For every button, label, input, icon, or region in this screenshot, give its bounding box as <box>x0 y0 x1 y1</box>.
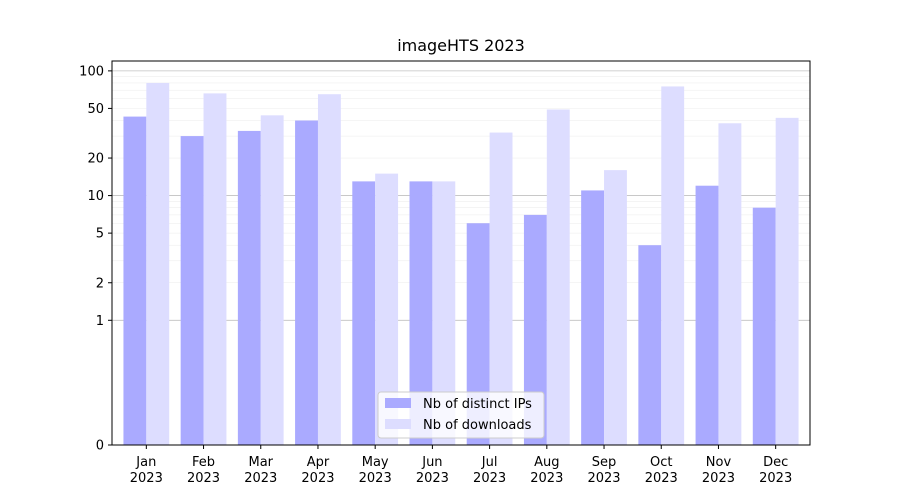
y-tick-label: 1 <box>96 314 104 329</box>
x-tick-label: Nov 2023 <box>702 455 735 486</box>
x-tick-label: Oct 2023 <box>645 455 678 486</box>
x-tick-label: Jul 2023 <box>473 455 506 486</box>
x-tick-label: Jan 2023 <box>130 455 163 486</box>
y-tick-label: 20 <box>87 152 104 167</box>
bar <box>466 223 490 445</box>
x-tick-label: Apr 2023 <box>301 455 334 486</box>
x-tick-label: Dec 2023 <box>759 455 792 486</box>
x-tick-label: Jun 2023 <box>416 455 449 486</box>
bar <box>432 181 456 445</box>
x-tick-label: Sep 2023 <box>587 455 620 486</box>
bar <box>661 86 685 445</box>
bar <box>295 120 318 445</box>
bar <box>546 109 570 445</box>
legend-label-downloads: Nb of downloads <box>423 418 532 433</box>
x-axis: Jan 2023 Feb 2023 Mar 2023 Apr 2023 May 2023 Jun 20… <box>130 445 792 486</box>
bar <box>237 130 261 445</box>
x-tick-label: Aug 2023 <box>530 455 563 486</box>
y-tick-label: 100 <box>79 64 104 79</box>
grid-layer <box>112 70 810 446</box>
legend-swatch-downloads <box>385 419 411 429</box>
x-tick-label: Feb 2023 <box>187 455 220 486</box>
bar <box>718 123 742 446</box>
y-tick-label: 2 <box>96 276 104 291</box>
bar <box>375 173 399 445</box>
bar <box>317 94 341 445</box>
x-tick-label: May 2023 <box>359 455 392 486</box>
chart-title: imageHTS 2023 <box>397 36 525 55</box>
bar <box>489 132 513 446</box>
bar <box>638 245 662 445</box>
legend-box <box>377 391 545 439</box>
y-axis: 0 1 2 5 10 20 50 100 <box>79 64 112 454</box>
plot-frame <box>111 60 811 446</box>
y-tick-label: 50 <box>87 102 104 117</box>
bar <box>260 115 284 445</box>
legend-swatch-distinct-ips <box>385 398 411 408</box>
bar <box>752 207 776 445</box>
bar <box>180 136 204 446</box>
bars-layer <box>123 82 799 446</box>
bar <box>581 190 605 445</box>
bar <box>146 82 170 445</box>
y-tick-label: 0 <box>96 439 104 454</box>
legend-label-distinct-ips: Nb of distinct IPs <box>423 397 532 412</box>
bar <box>352 181 376 445</box>
y-tick-label: 5 <box>96 227 104 242</box>
bar <box>523 214 547 445</box>
legend: Nb of distinct IPs Nb of downloads <box>377 391 545 439</box>
bar <box>409 181 433 445</box>
y-tick-label: 10 <box>87 189 104 204</box>
bar <box>775 117 799 445</box>
bar <box>604 170 627 445</box>
bar <box>123 116 147 445</box>
x-tick-label: Mar 2023 <box>244 455 277 486</box>
bar <box>695 185 719 445</box>
bar <box>203 93 227 446</box>
